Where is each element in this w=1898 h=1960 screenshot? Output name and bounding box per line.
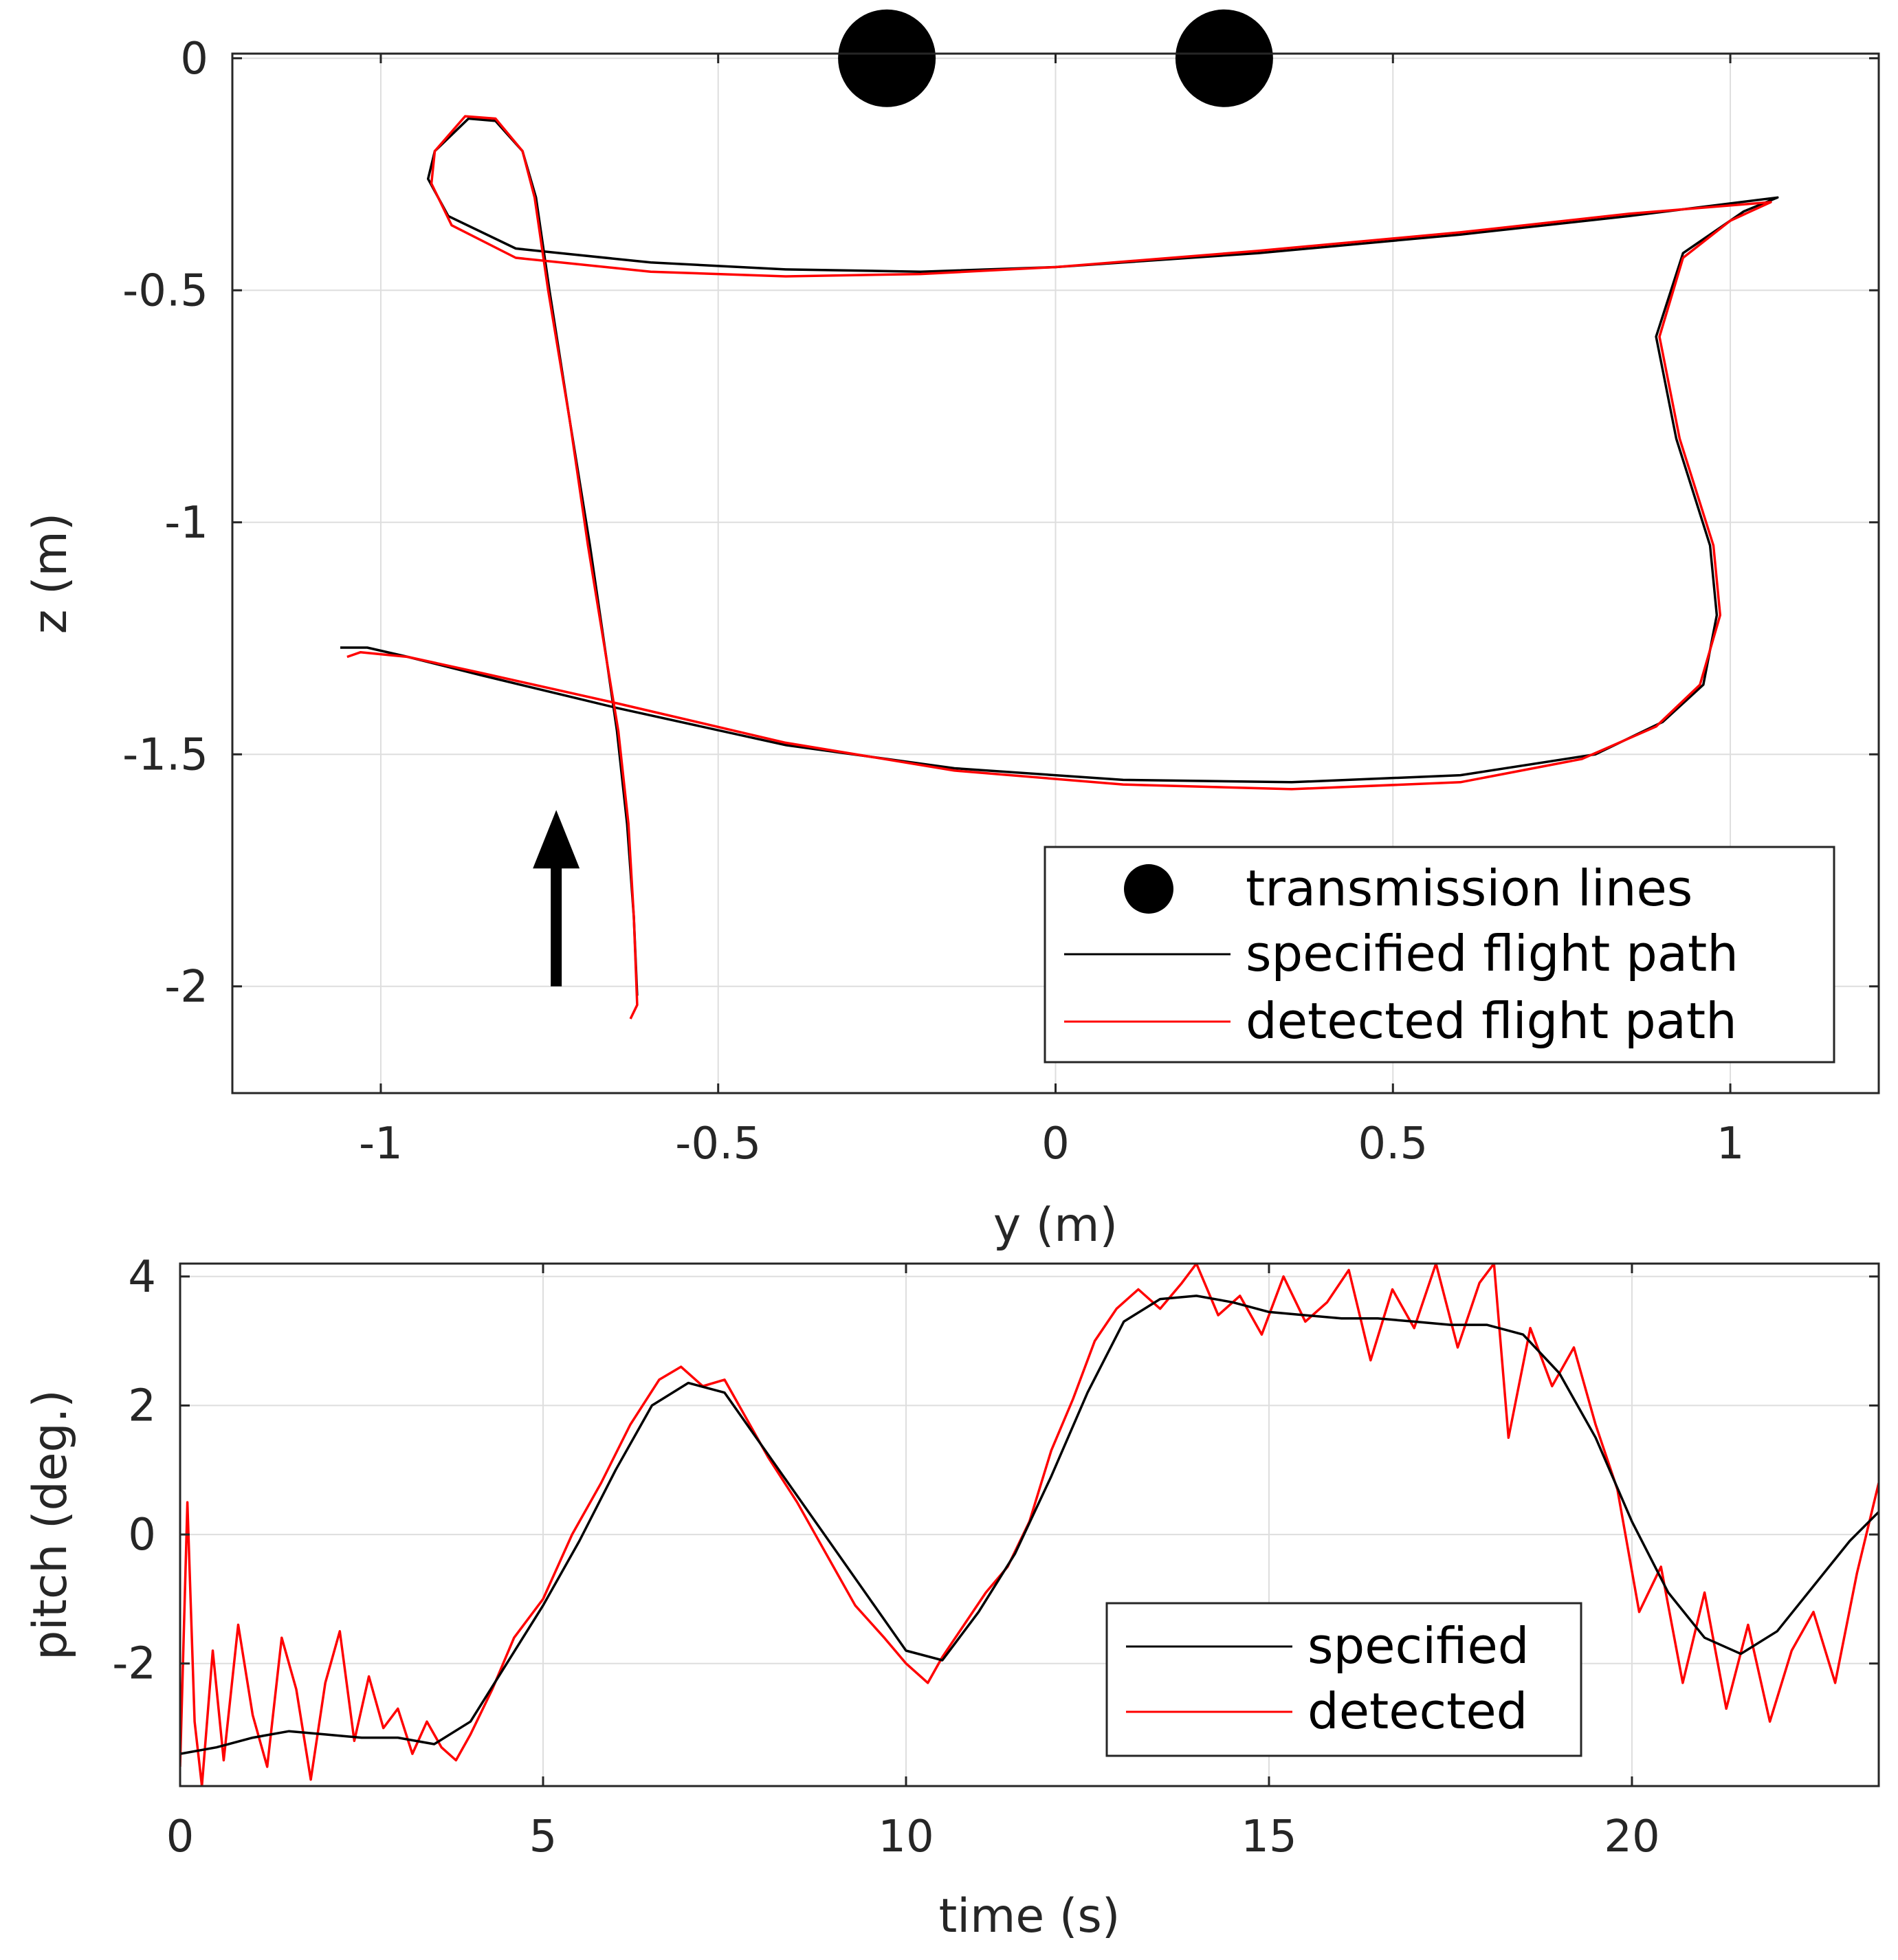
pitch-legend-box xyxy=(1105,1602,1582,1757)
pitch-series xyxy=(180,1264,1879,1786)
y-tick-label: -2 xyxy=(112,1639,156,1690)
flight-path-chart: -1 -0.5 0 0.5 1 0 -0.5 -1 -1.5 -2 y (m) z (m) tra… xyxy=(23,9,1880,1253)
transmission-line-marker xyxy=(838,9,936,107)
transmission-line-marker xyxy=(1175,9,1273,107)
pitch-x-axis-label: time (s) xyxy=(939,1889,1121,1944)
pitch-legend: specified detected xyxy=(1105,1602,1582,1757)
flight-path-series xyxy=(340,9,1779,1020)
x-tick-label: 15 xyxy=(1241,1812,1296,1862)
legend-specified-label: specified xyxy=(1307,1617,1529,1675)
detected-flight-path-line xyxy=(346,115,1772,1020)
y-tick-label: 0 xyxy=(180,34,208,85)
y-tick-label: 2 xyxy=(128,1380,156,1431)
y-tick-label: -1.5 xyxy=(122,729,208,780)
x-tick-label: 0 xyxy=(1041,1119,1070,1169)
pitch-axes-frame xyxy=(179,1262,1880,1787)
flight-path-x-axis-label: y (m) xyxy=(993,1198,1118,1253)
y-tick-label: 4 xyxy=(128,1252,156,1303)
legend-detected-flight-path-label: detected flight path xyxy=(1246,992,1737,1050)
x-tick-label: -0.5 xyxy=(675,1119,761,1169)
legend-specified-flight-path-label: specified flight path xyxy=(1246,925,1739,982)
flight-path-legend: transmission lines specified flight path… xyxy=(1044,846,1835,1064)
detected-pitch-line xyxy=(180,1264,1879,1786)
y-tick-label: 0 xyxy=(128,1510,156,1561)
start-arrow xyxy=(533,810,580,987)
legend-transmission-lines-label: transmission lines xyxy=(1246,859,1692,917)
x-tick-label: 5 xyxy=(529,1812,558,1862)
x-tick-label: 1 xyxy=(1717,1119,1745,1169)
x-tick-label: 20 xyxy=(1604,1812,1659,1862)
y-tick-label: -1 xyxy=(164,498,208,549)
pitch-y-axis-label: pitch (deg.) xyxy=(23,1389,78,1660)
flight-path-y-axis-label: z (m) xyxy=(23,513,78,635)
y-tick-label: -0.5 xyxy=(122,265,208,316)
start-arrow-head xyxy=(533,810,580,869)
x-tick-label: 0.5 xyxy=(1358,1119,1428,1169)
specified-pitch-line xyxy=(180,1295,1879,1755)
legend-detected-label: detected xyxy=(1307,1682,1527,1740)
legend-transmission-lines-marker xyxy=(1124,864,1173,914)
x-tick-label: 10 xyxy=(878,1812,934,1862)
x-tick-label: 0 xyxy=(166,1812,195,1862)
flight-path-ticks: -1 -0.5 0 0.5 1 0 -0.5 -1 -1.5 -2 xyxy=(122,34,1879,1169)
y-tick-label: -2 xyxy=(164,962,208,1013)
specified-flight-path-line xyxy=(340,117,1779,996)
x-tick-label: -1 xyxy=(359,1119,403,1169)
